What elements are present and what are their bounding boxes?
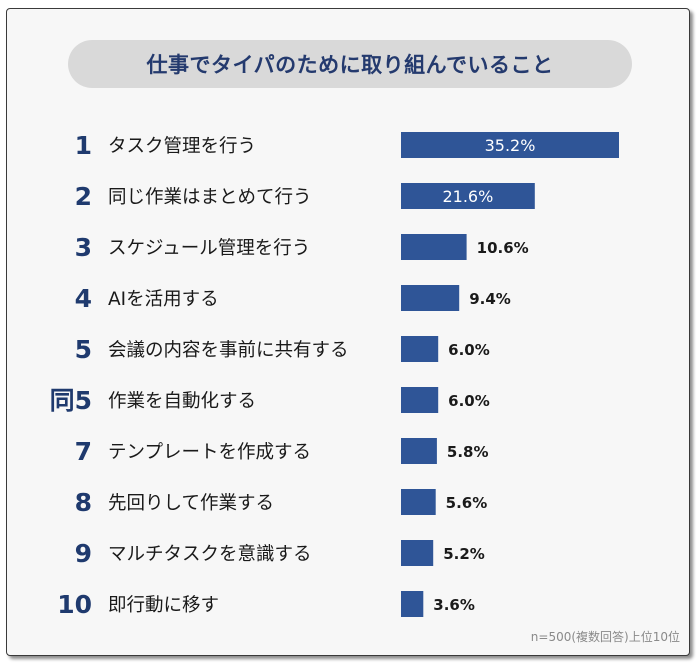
bar xyxy=(401,336,439,362)
bar xyxy=(401,234,467,260)
category-label: AIを活用する xyxy=(108,289,219,310)
rank-number: 9 xyxy=(75,539,92,568)
value-label: 6.0% xyxy=(448,392,490,410)
value-label: 21.6% xyxy=(442,187,493,206)
category-label: スケジュール管理を行う xyxy=(108,238,310,259)
value-label: 9.4% xyxy=(469,290,511,308)
category-label: 作業を自動化する xyxy=(108,391,256,412)
bar xyxy=(401,183,535,209)
bar xyxy=(401,285,460,311)
rank-number: 1 xyxy=(75,131,92,160)
bar xyxy=(401,540,434,566)
rank-number: 3 xyxy=(75,233,92,262)
value-label: 6.0% xyxy=(448,341,490,359)
rank-number: 5 xyxy=(75,335,92,364)
value-label: 5.8% xyxy=(447,443,489,461)
rank-number: 8 xyxy=(75,488,92,517)
chart-frame xyxy=(6,8,690,656)
bar xyxy=(401,387,439,413)
rank-number: 10 xyxy=(57,590,92,619)
bar xyxy=(401,438,437,464)
chart-title: 仕事でタイパのために取り組んでいること xyxy=(68,40,632,88)
value-label: 35.2% xyxy=(485,136,536,155)
category-label: 即行動に移す xyxy=(108,595,219,616)
bar xyxy=(401,591,424,617)
value-label: 3.6% xyxy=(433,596,475,614)
rank-number: 2 xyxy=(75,182,92,211)
value-label: 5.6% xyxy=(446,494,488,512)
category-label: 先回りして作業する xyxy=(108,493,274,514)
category-label: 会議の内容を事前に共有する xyxy=(108,340,349,361)
rank-number: 7 xyxy=(75,437,92,466)
rank-number: 同5 xyxy=(50,386,92,415)
category-label: マルチタスクを意識する xyxy=(108,544,312,565)
category-label: タスク管理を行う xyxy=(108,136,256,157)
value-label: 5.2% xyxy=(443,545,485,563)
category-label: テンプレートを作成する xyxy=(108,442,311,463)
value-label: 10.6% xyxy=(477,239,529,257)
sample-note: n=500(複数回答)上位10位 xyxy=(530,630,680,644)
bar xyxy=(401,489,436,515)
category-label: 同じ作業はまとめて行う xyxy=(108,187,312,208)
rank-number: 4 xyxy=(75,284,92,313)
bar xyxy=(401,132,619,158)
